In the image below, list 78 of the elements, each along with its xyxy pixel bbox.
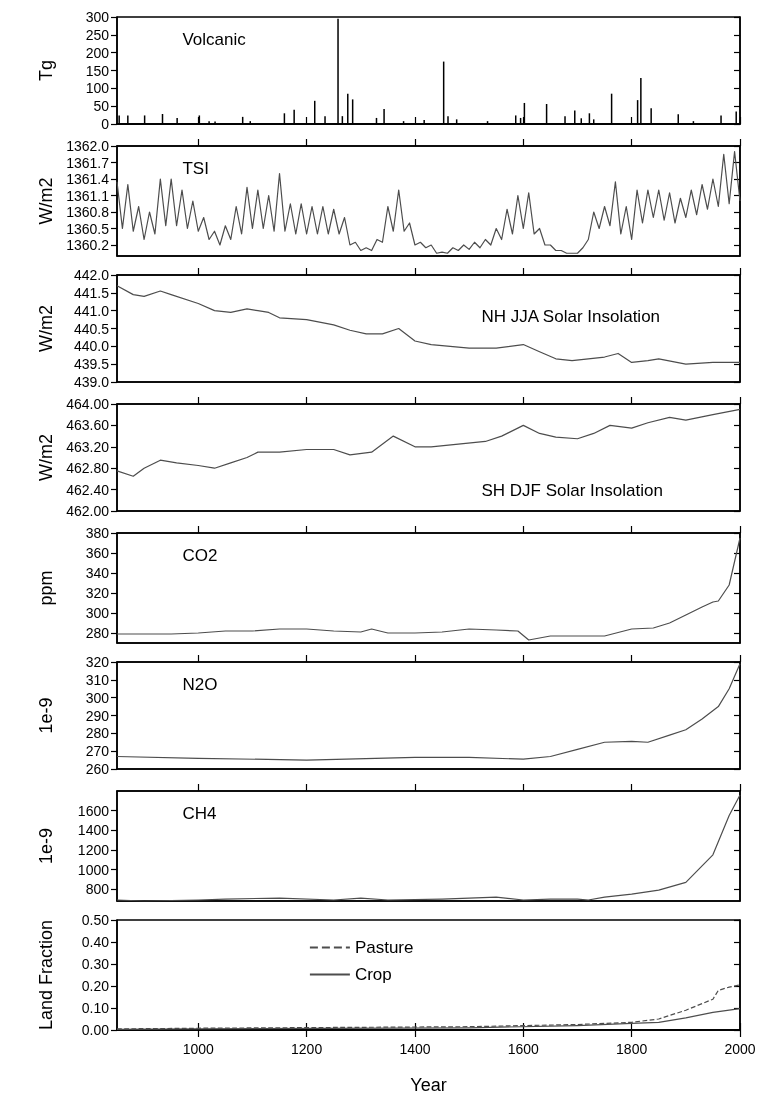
y-axis-title: ppm [36, 570, 56, 606]
y-tick-label: 270 [85, 743, 110, 760]
legend-label: Crop [354, 965, 392, 984]
line-series [116, 285, 741, 365]
y-tick-label: 462.40 [66, 481, 110, 498]
x-tick-label: 1600 [507, 1041, 540, 1057]
y-tick-label: 440.0 [73, 338, 110, 355]
y-tick-label: 280 [85, 625, 110, 641]
y-axis-title: 1e-9 [36, 827, 56, 865]
y-tick-label: 380 [85, 525, 110, 541]
y-tick-label: 1360.2 [66, 237, 110, 253]
x-tick-label: 1800 [616, 1041, 648, 1057]
y-tick-label: 440.5 [73, 320, 110, 337]
y-tick-label: 462.80 [66, 460, 110, 477]
y-tick-label: 1361.7 [66, 154, 110, 171]
annotation: TSI [182, 159, 209, 179]
y-tick-label: 1400 [77, 822, 110, 839]
y-tick-label: 1000 [77, 861, 110, 878]
y-tick-label: 300 [85, 689, 110, 706]
y-tick-label: 300 [85, 9, 110, 25]
y-tick-label: 0.30 [81, 956, 110, 972]
y-tick-label: 462.00 [66, 503, 110, 519]
y-tick-label: 280 [85, 725, 110, 742]
y-tick-label: 360 [85, 545, 110, 561]
y-tick-label: 800 [85, 881, 110, 898]
y-axis-title: Land Fraction [36, 919, 56, 1031]
y-tick-label: 300 [85, 605, 110, 621]
x-axis-title: Year [410, 1075, 447, 1095]
x-tick-label: 1400 [399, 1041, 431, 1057]
annotation: CH4 [182, 804, 217, 824]
annotation: N2O [182, 675, 218, 695]
y-axis-title: 1e-9 [36, 697, 56, 734]
y-axis-title: W/m2 [36, 305, 56, 352]
legend-label: Pasture [354, 938, 414, 957]
y-tick-label: 1362.0 [66, 138, 110, 154]
y-tick-label: 464.00 [66, 396, 110, 412]
y-tick-label: 439.0 [73, 374, 110, 390]
y-tick-label: 320 [85, 585, 110, 601]
y-tick-label: 0.40 [81, 934, 110, 950]
y-tick-label: 1361.1 [66, 187, 110, 204]
y-tick-label: 0.50 [81, 912, 110, 928]
y-tick-label: 200 [85, 44, 110, 61]
y-tick-label: 439.5 [73, 356, 110, 373]
y-axis-title: Tg [36, 59, 56, 82]
y-tick-label: 1360.8 [66, 204, 110, 220]
y-tick-label: 310 [85, 671, 110, 688]
y-tick-label: 50 [93, 98, 110, 115]
y-tick-label: 150 [85, 62, 110, 79]
y-tick-label: 250 [85, 26, 110, 43]
annotation: SH DJF Solar Insolation [481, 481, 663, 500]
y-tick-label: 1600 [77, 802, 110, 819]
y-tick-label: 320 [85, 654, 110, 670]
y-tick-label: 0 [101, 116, 110, 132]
y-tick-label: 463.20 [66, 438, 110, 455]
y-tick-label: 441.0 [73, 302, 110, 319]
y-tick-label: 441.5 [73, 284, 110, 301]
y-tick-label: 260 [85, 761, 110, 777]
y-axis-title: W/m2 [36, 434, 56, 481]
annotation: CO2 [182, 546, 218, 566]
annotation: NH JJA Solar Insolation [481, 306, 661, 326]
x-tick-label: 1000 [182, 1041, 215, 1057]
y-tick-label: 442.0 [73, 267, 110, 283]
y-tick-label: 0.00 [81, 1022, 110, 1038]
annotation: Volcanic [182, 30, 247, 50]
y-tick-label: 1360.5 [66, 220, 110, 237]
y-axis-title: W/m2 [36, 177, 56, 225]
y-tick-label: 1361.4 [66, 171, 110, 187]
line-series [116, 408, 741, 477]
x-tick-label: 2000 [724, 1041, 756, 1057]
y-tick-label: 0.20 [81, 978, 110, 994]
line-series [116, 794, 741, 902]
y-tick-label: 0.10 [81, 1000, 110, 1016]
y-tick-label: 340 [85, 565, 110, 581]
x-tick-label: 1200 [291, 1041, 323, 1057]
y-tick-label: 463.60 [66, 417, 110, 434]
y-tick-label: 100 [85, 80, 110, 97]
y-tick-label: 1200 [77, 841, 110, 858]
y-tick-label: 290 [85, 707, 110, 724]
